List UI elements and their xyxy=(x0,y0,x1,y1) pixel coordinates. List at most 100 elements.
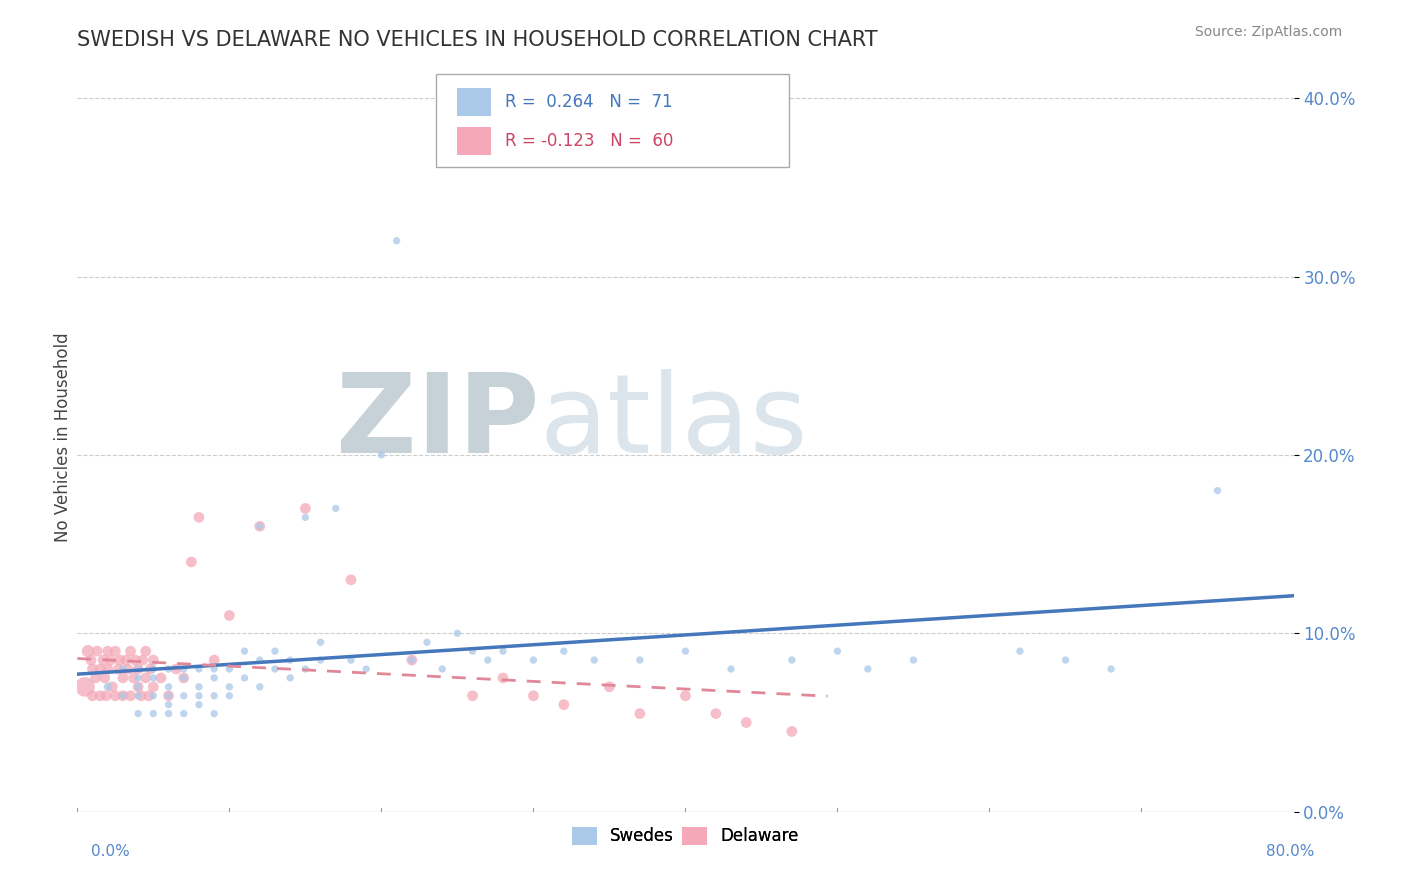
Point xyxy=(107,662,129,676)
Point xyxy=(218,662,240,676)
Point xyxy=(111,662,134,676)
Point xyxy=(522,689,544,703)
Point xyxy=(401,653,423,667)
Point xyxy=(165,662,187,676)
Point xyxy=(142,706,165,721)
Point xyxy=(553,644,575,658)
Point xyxy=(124,653,146,667)
Point xyxy=(91,653,114,667)
Point xyxy=(84,671,107,685)
Point xyxy=(139,662,162,676)
Point xyxy=(340,573,363,587)
Point xyxy=(628,653,651,667)
Point xyxy=(1206,483,1229,498)
Point xyxy=(461,689,484,703)
Point xyxy=(294,662,316,676)
Point xyxy=(117,662,139,676)
Point xyxy=(583,653,606,667)
Point xyxy=(104,689,127,703)
Point xyxy=(127,706,149,721)
Point xyxy=(135,644,157,658)
Point xyxy=(675,689,697,703)
Point xyxy=(188,510,211,524)
Point xyxy=(522,653,544,667)
Point xyxy=(827,644,849,658)
Point xyxy=(264,662,287,676)
Point xyxy=(157,689,180,703)
Point xyxy=(202,706,225,721)
Point xyxy=(675,644,697,658)
Point xyxy=(131,653,153,667)
Point xyxy=(97,680,120,694)
Point xyxy=(97,662,120,676)
Point xyxy=(100,653,122,667)
Point xyxy=(780,724,803,739)
Point xyxy=(127,662,149,676)
Point xyxy=(370,448,392,462)
Legend: Swedes, Delaware: Swedes, Delaware xyxy=(565,820,806,852)
Point xyxy=(173,662,195,676)
Point xyxy=(401,653,423,667)
Point xyxy=(218,680,240,694)
Text: 80.0%: 80.0% xyxy=(1267,845,1315,859)
Point xyxy=(492,644,515,658)
Point xyxy=(249,653,271,667)
Point xyxy=(111,689,134,703)
Point xyxy=(157,662,180,676)
Point xyxy=(278,671,301,685)
Point xyxy=(218,608,240,623)
Point xyxy=(157,698,180,712)
Text: Source: ZipAtlas.com: Source: ZipAtlas.com xyxy=(1195,25,1343,39)
Point xyxy=(598,680,620,694)
Point xyxy=(111,689,134,703)
Point xyxy=(188,689,211,703)
Point xyxy=(127,689,149,703)
Point xyxy=(108,653,131,667)
Point xyxy=(173,671,195,685)
Point xyxy=(138,689,160,703)
Point xyxy=(142,680,165,694)
Point xyxy=(309,653,332,667)
Point xyxy=(492,671,515,685)
Point xyxy=(157,706,180,721)
Point xyxy=(135,671,157,685)
Point xyxy=(142,662,165,676)
Y-axis label: No Vehicles in Household: No Vehicles in Household xyxy=(55,332,73,542)
Point xyxy=(129,689,152,703)
Text: R =  0.264   N =  71: R = 0.264 N = 71 xyxy=(505,93,673,112)
Point xyxy=(111,671,134,685)
Point xyxy=(80,653,103,667)
Point xyxy=(278,653,301,667)
Point xyxy=(82,689,104,703)
Point xyxy=(856,662,879,676)
Point xyxy=(89,662,111,676)
FancyBboxPatch shape xyxy=(436,74,789,168)
Point xyxy=(188,662,211,676)
Point xyxy=(173,671,195,685)
Point xyxy=(1008,644,1031,658)
Point xyxy=(127,671,149,685)
Point xyxy=(477,653,499,667)
Bar xyxy=(457,88,491,116)
Text: SWEDISH VS DELAWARE NO VEHICLES IN HOUSEHOLD CORRELATION CHART: SWEDISH VS DELAWARE NO VEHICLES IN HOUSE… xyxy=(77,29,877,50)
Point xyxy=(127,680,149,694)
Point xyxy=(354,662,377,676)
Point xyxy=(202,662,225,676)
Text: R = -0.123   N =  60: R = -0.123 N = 60 xyxy=(505,132,673,150)
Point xyxy=(218,689,240,703)
Point xyxy=(120,689,142,703)
Point xyxy=(461,644,484,658)
Point xyxy=(149,671,172,685)
Point xyxy=(780,653,803,667)
Point xyxy=(628,706,651,721)
Point xyxy=(122,671,145,685)
Point xyxy=(446,626,468,640)
Bar xyxy=(457,127,491,155)
Point xyxy=(903,653,925,667)
Point xyxy=(553,698,575,712)
Point xyxy=(1099,662,1122,676)
Point xyxy=(202,671,225,685)
Point xyxy=(416,635,439,649)
Point xyxy=(735,715,758,730)
Text: 0.0%: 0.0% xyxy=(91,845,131,859)
